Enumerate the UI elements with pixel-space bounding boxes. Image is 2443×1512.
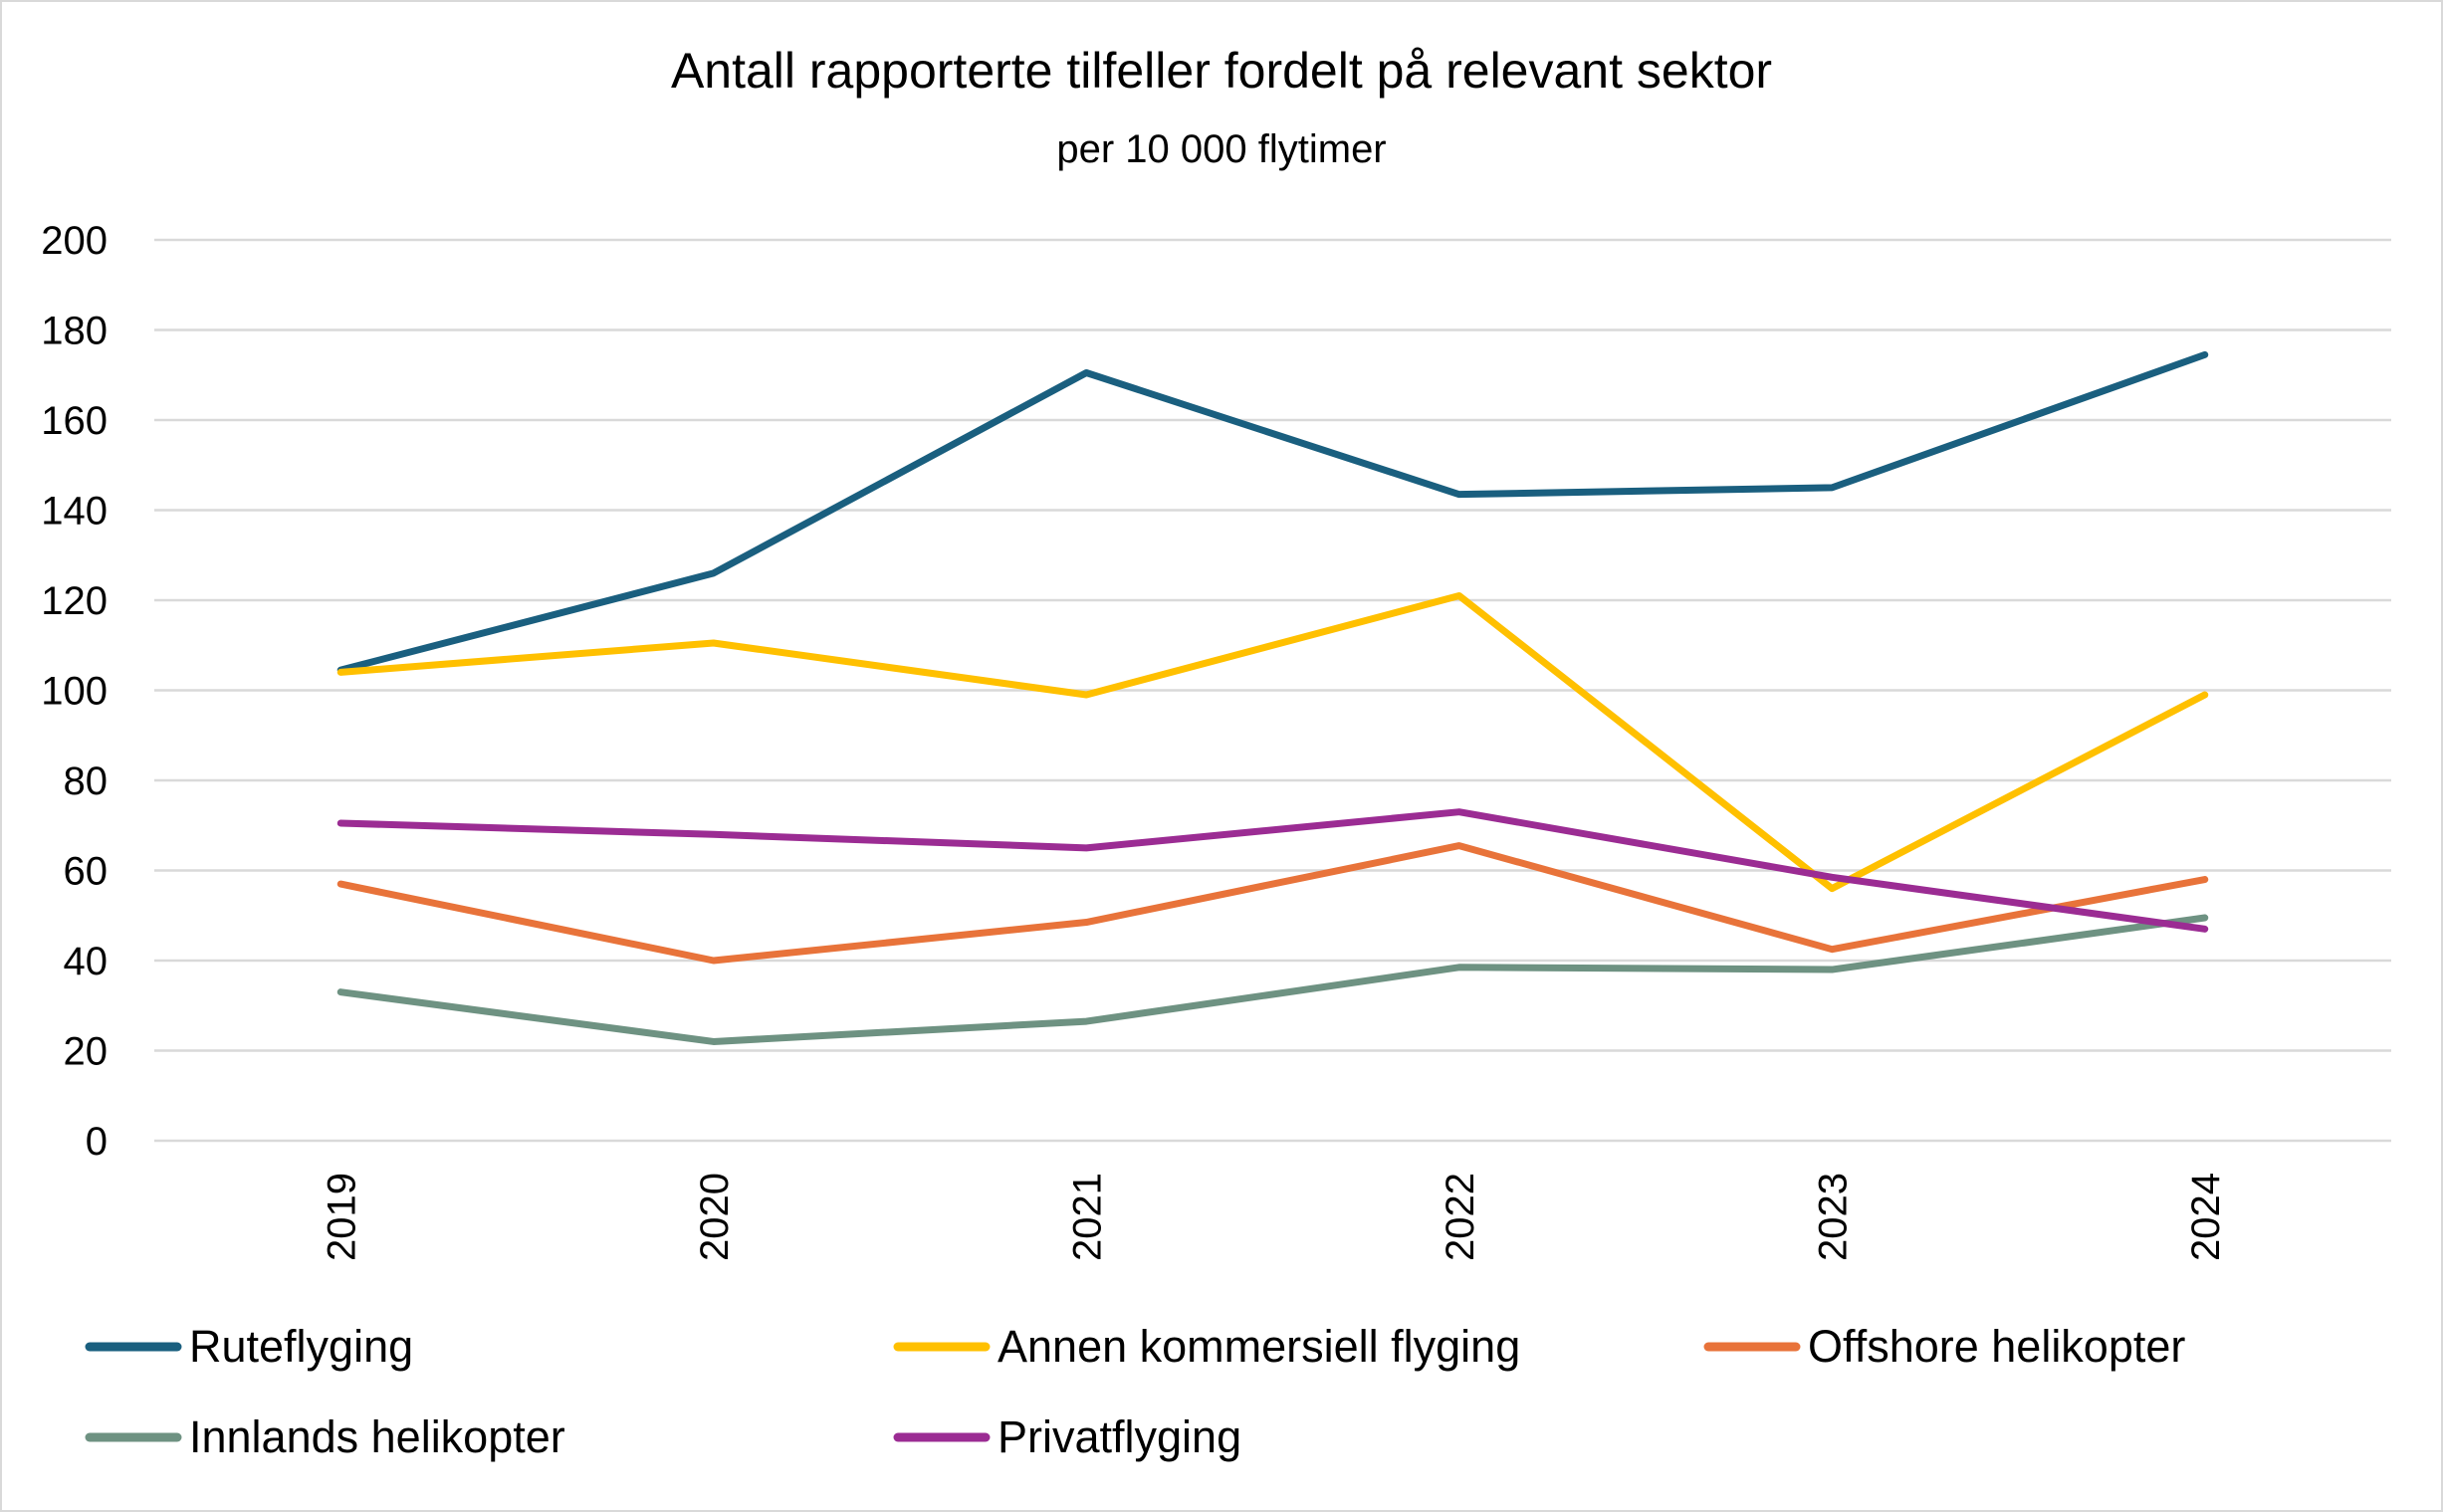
chart-title: Antall rapporterte tilfeller fordelt på … — [671, 43, 1772, 99]
y-tick-label: 140 — [41, 490, 108, 534]
x-tick-label: 2023 — [1811, 1173, 1855, 1261]
legend-label: Annen kommersiell flyging — [998, 1321, 1520, 1372]
x-tick-label: 2019 — [320, 1173, 363, 1261]
legend-item-privatflyging: Privatflyging — [893, 1411, 1241, 1462]
x-tick-label: 2022 — [1439, 1173, 1482, 1261]
x-axis-tick-labels: 2019 2020 2021 2022 2023 2024 — [320, 1173, 2228, 1261]
y-tick-label: 60 — [64, 850, 109, 894]
y-tick-label: 40 — [64, 940, 109, 983]
series-line-privatflyging — [336, 808, 2209, 933]
gridlines — [154, 238, 2391, 1143]
y-tick-label: 80 — [64, 759, 109, 803]
y-tick-label: 160 — [41, 399, 108, 443]
series-line-annen-kommersiell-flyging — [336, 591, 2209, 893]
y-tick-label: 20 — [64, 1030, 109, 1074]
series-line-innlands-helikopter — [336, 914, 2209, 1045]
legend-label: Privatflyging — [998, 1411, 1241, 1462]
legend-item-ruteflyging: Ruteflyging — [85, 1321, 413, 1372]
legend-label: Offshore helikopter — [1808, 1321, 2185, 1372]
legend-item-innlands-helikopter: Innlands helikopter — [85, 1411, 565, 1462]
x-tick-label: 2024 — [2184, 1173, 2228, 1261]
legend-label: Ruteflyging — [189, 1321, 413, 1372]
y-tick-label: 200 — [41, 219, 108, 263]
x-tick-label: 2021 — [1065, 1173, 1109, 1261]
y-tick-label: 100 — [41, 670, 108, 714]
legend-item-annen-kommersiell-flyging: Annen kommersiell flyging — [893, 1321, 1520, 1372]
y-tick-label: 120 — [41, 579, 108, 623]
y-tick-label: 180 — [41, 310, 108, 353]
legend: Ruteflyging Annen kommersiell flyging Offs… — [85, 1321, 2185, 1462]
legend-label: Innlands helikopter — [189, 1411, 565, 1462]
y-axis-tick-labels: 0 20 40 60 80 100 120 140 160 180 200 — [41, 219, 108, 1164]
x-tick-label: 2020 — [693, 1173, 737, 1261]
legend-item-offshore-helikopter: Offshore helikopter — [1703, 1321, 2185, 1372]
series-line-offshore-helikopter — [336, 842, 2209, 965]
series-line-ruteflyging — [336, 350, 2209, 674]
chart-subtitle: per 10 000 flytimer — [1056, 127, 1386, 171]
y-tick-label: 0 — [86, 1120, 108, 1164]
series-lines — [336, 350, 2209, 1045]
